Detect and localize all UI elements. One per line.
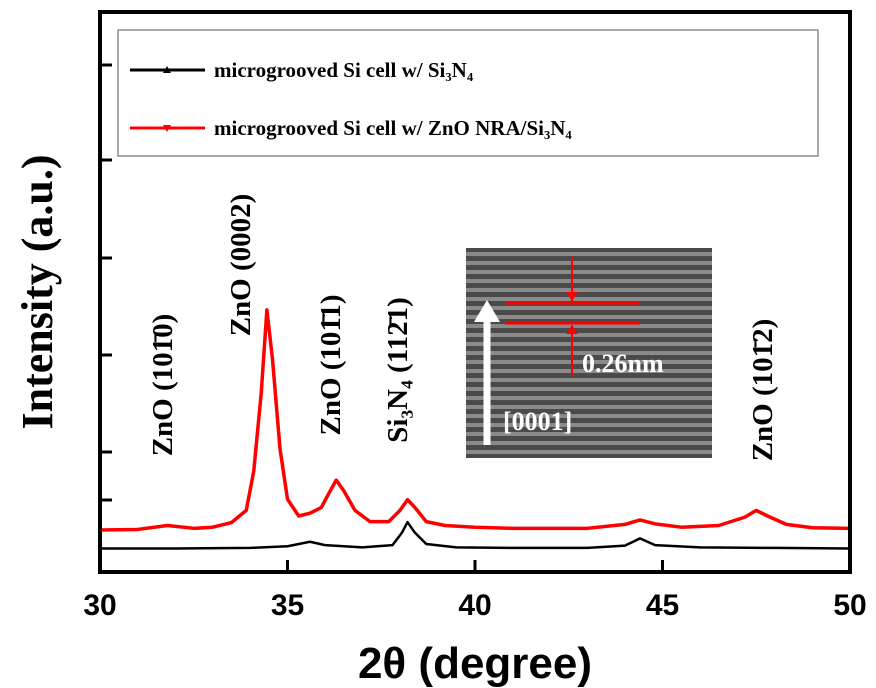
- peak-label: ZnO (101̄0): [147, 314, 179, 457]
- legend-label: microgrooved Si cell w/ Si₃N₄: [214, 58, 474, 82]
- inset-label: 0.26nm: [582, 349, 664, 378]
- x-tick-label: 30: [83, 589, 116, 622]
- x-tick-label: 45: [646, 589, 679, 622]
- x-axis-label: 2θ (degree): [358, 639, 592, 688]
- peak-label: Si₃N₄ (112̄1): [382, 297, 414, 442]
- x-tick-label: 35: [271, 589, 304, 622]
- x-tick-label: 50: [833, 589, 866, 622]
- peak-label: ZnO (101̄2): [747, 319, 779, 462]
- x-tick-label: 40: [458, 589, 491, 622]
- peak-label: ZnO (101̄1): [315, 295, 347, 436]
- inset-label: [0001]: [503, 407, 572, 436]
- y-axis-label: Intensity (a.u.): [13, 154, 62, 429]
- peak-label: ZnO (0002): [225, 194, 257, 337]
- legend-label: microgrooved Si cell w/ ZnO NRA/Si₃N₄: [214, 116, 572, 140]
- chart: Intensity (a.u.) 2θ (degree) 0.26nm [000…: [0, 0, 876, 688]
- inset-image: 0.26nm [0001]: [466, 248, 712, 458]
